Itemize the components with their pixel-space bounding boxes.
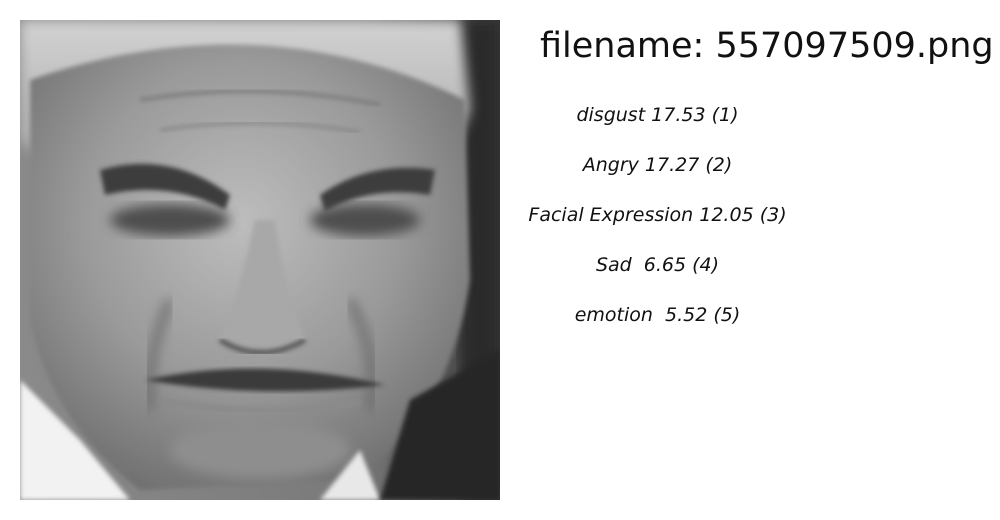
face-photo-image xyxy=(20,20,500,500)
prediction-item-4: Sad 6.65 (4) xyxy=(595,254,720,276)
prediction-list: disgust 17.53 (1) Angry 17.27 (2) Facial… xyxy=(528,100,787,350)
face-photo xyxy=(20,20,500,500)
prediction-item-1: disgust 17.53 (1) xyxy=(576,104,739,126)
prediction-item-5: emotion 5.52 (5) xyxy=(574,304,741,326)
prediction-item-3: Facial Expression 12.05 (3) xyxy=(528,204,787,226)
prediction-item-2: Angry 17.27 (2) xyxy=(582,154,733,176)
filename-label: filename: 557097509.png xyxy=(540,26,994,66)
